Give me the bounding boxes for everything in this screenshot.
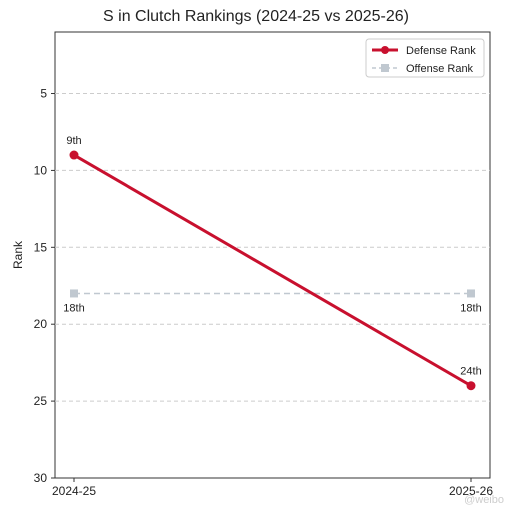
- legend: Defense Rank Offense Rank: [365, 38, 485, 78]
- data-label: 9th: [66, 135, 81, 147]
- data-point: [467, 289, 475, 298]
- data-label: 24th: [460, 366, 481, 378]
- chart-title: S in Clutch Rankings (2024-25 vs 2025-26…: [103, 8, 409, 25]
- axis-layer: 5 10 15 20 25 30 2024-25 2025-26: [34, 87, 494, 498]
- y-tick-label: 30: [34, 471, 48, 485]
- plot-frame: [54, 31, 491, 479]
- legend-marker: [381, 46, 389, 54]
- y-axis-label: Rank: [11, 240, 25, 269]
- x-tick-label: 2025-26: [449, 484, 493, 498]
- y-tick-label: 5: [40, 87, 47, 101]
- x-tick-label: 2024-25: [52, 484, 96, 498]
- watermark: @weibo: [464, 494, 504, 506]
- data-point: [70, 289, 78, 298]
- y-tick-label: 15: [34, 240, 48, 254]
- data-label: 18th: [63, 302, 84, 314]
- legend-label: Offense Rank: [406, 63, 474, 75]
- data-point: [466, 381, 476, 391]
- data-label: 18th: [460, 302, 481, 314]
- data-point: [69, 150, 79, 160]
- series-layer: 18th 18th 9th 24th: [63, 135, 482, 391]
- y-tick-label: 10: [34, 163, 48, 177]
- y-tick-label: 20: [34, 317, 48, 331]
- legend-marker: [381, 64, 389, 72]
- legend-label: Defense Rank: [406, 45, 476, 57]
- y-tick-label: 25: [34, 394, 48, 408]
- grid-layer: [55, 93, 490, 402]
- series-line: [73, 153, 472, 388]
